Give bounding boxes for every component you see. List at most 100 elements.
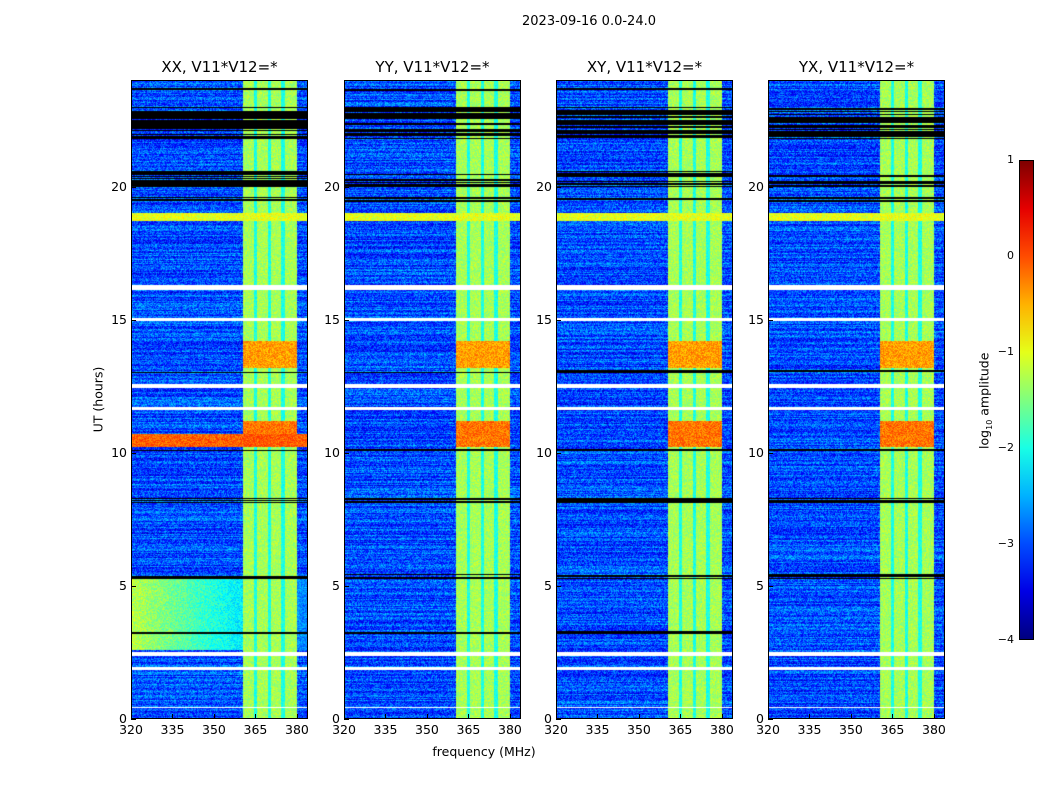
- panel-yy: YY, V11*V12=* 320 335 350 365 380 0 5 10 15 20: [324, 58, 522, 737]
- colorbar-tick-label: −1: [997, 345, 1014, 358]
- x-tick-mark: [597, 714, 599, 719]
- x-tick-label: 320: [119, 722, 143, 737]
- figure-title: 2023-09-16 0.0-24.0: [522, 14, 656, 29]
- x-tick-mark: [638, 714, 640, 719]
- axes-frame: [131, 80, 308, 719]
- x-tick-mark: [172, 714, 174, 719]
- axes-frame: [556, 80, 733, 719]
- panel-title: YX, V11*V12=*: [798, 58, 915, 76]
- x-tick-mark: [680, 714, 682, 719]
- y-tick-mark: [131, 585, 136, 587]
- panel-title: XY, V11*V12=*: [586, 58, 703, 76]
- x-tick-label: 335: [160, 722, 185, 737]
- heatmap-image: [556, 80, 733, 719]
- x-tick-mark: [809, 714, 811, 719]
- y-tick-label: 5: [544, 577, 552, 593]
- y-tick-label: 15: [536, 311, 552, 327]
- x-tick-label: 365: [880, 722, 905, 737]
- heatmap-image: [768, 80, 945, 719]
- y-tick-label: 20: [111, 178, 127, 194]
- x-tick-mark: [255, 714, 257, 719]
- x-tick-mark: [721, 714, 723, 719]
- y-tick-label: 5: [756, 577, 764, 593]
- y-tick-label: 10: [748, 444, 764, 460]
- panel-title: XX, V11*V12=*: [161, 58, 278, 76]
- x-tick-label: 365: [243, 722, 268, 737]
- y-tick-mark: [344, 719, 349, 720]
- x-tick-label: 365: [668, 722, 693, 737]
- panel-xx: XX, V11*V12=* 320 335 350 365 380 0 5 10 15 20: [111, 58, 309, 737]
- heatmap-image: [344, 80, 521, 719]
- y-tick-mark: [131, 319, 136, 321]
- colorbar-tick-label: 0: [1007, 249, 1014, 262]
- x-tick-mark: [131, 714, 132, 719]
- x-axis-label: frequency (MHz): [432, 744, 536, 759]
- y-tick-mark: [131, 186, 136, 188]
- y-tick-label: 15: [324, 311, 340, 327]
- y-tick-mark: [344, 186, 349, 188]
- x-tick-label: 380: [285, 722, 309, 737]
- axes-frame: [344, 80, 521, 719]
- x-tick-mark: [385, 714, 387, 719]
- heatmap-image: [131, 80, 308, 719]
- y-tick-mark: [131, 452, 136, 454]
- y-tick-mark: [556, 585, 561, 587]
- y-tick-mark: [556, 186, 561, 188]
- x-tick-label: 350: [202, 722, 226, 737]
- x-tick-label: 350: [839, 722, 863, 737]
- y-tick-mark: [768, 186, 773, 188]
- y-tick-mark: [768, 452, 773, 454]
- colorbar-label: log10 amplitude: [976, 352, 994, 449]
- y-tick-label: 0: [119, 711, 127, 726]
- x-tick-mark: [296, 714, 298, 719]
- y-tick-label: 15: [748, 311, 764, 327]
- y-tick-label: 10: [324, 444, 340, 460]
- y-tick-label: 0: [756, 711, 764, 726]
- x-tick-mark: [426, 714, 428, 719]
- x-tick-mark: [344, 714, 345, 719]
- colorbar-tick-label: 1: [1007, 153, 1014, 166]
- y-tick-mark: [131, 719, 136, 720]
- y-tick-label: 0: [332, 711, 340, 726]
- x-tick-label: 320: [756, 722, 780, 737]
- y-tick-label: 5: [332, 577, 340, 593]
- x-tick-label: 350: [415, 722, 439, 737]
- x-tick-mark: [213, 714, 215, 719]
- x-tick-label: 335: [373, 722, 398, 737]
- y-tick-label: 15: [111, 311, 127, 327]
- y-tick-label: 5: [119, 577, 127, 593]
- x-tick-label: 320: [332, 722, 356, 737]
- y-tick-label: 20: [536, 178, 552, 194]
- x-tick-label: 380: [710, 722, 734, 737]
- axes-frame: [768, 80, 945, 719]
- y-tick-mark: [556, 319, 561, 321]
- y-tick-mark: [344, 452, 349, 454]
- y-tick-mark: [344, 319, 349, 321]
- x-tick-label: 335: [585, 722, 610, 737]
- x-tick-mark: [468, 714, 470, 719]
- colorbar-tick-label: −3: [997, 537, 1014, 550]
- y-tick-label: 10: [536, 444, 552, 460]
- y-axis-label: UT (hours): [90, 366, 106, 433]
- x-tick-label: 380: [498, 722, 522, 737]
- panel-yx: YX, V11*V12=* 320 335 350 365 380 0 5 10 15 20: [748, 58, 946, 737]
- x-tick-mark: [768, 714, 769, 719]
- y-tick-mark: [768, 319, 773, 321]
- x-tick-label: 380: [922, 722, 946, 737]
- y-tick-mark: [344, 585, 349, 587]
- panel-title: YY, V11*V12=*: [375, 58, 490, 76]
- x-tick-label: 335: [797, 722, 822, 737]
- x-tick-mark: [556, 714, 557, 719]
- y-tick-mark: [768, 585, 773, 587]
- y-tick-label: 0: [544, 711, 552, 726]
- colorbar-tick-label: −4: [997, 633, 1014, 646]
- x-tick-mark: [892, 714, 894, 719]
- y-tick-label: 20: [748, 178, 764, 194]
- y-tick-mark: [556, 719, 561, 720]
- colorbar: [1019, 160, 1034, 640]
- x-tick-label: 365: [456, 722, 481, 737]
- colorbar-tick-label: −2: [997, 441, 1014, 454]
- y-tick-mark: [556, 452, 561, 454]
- y-tick-label: 10: [111, 444, 127, 460]
